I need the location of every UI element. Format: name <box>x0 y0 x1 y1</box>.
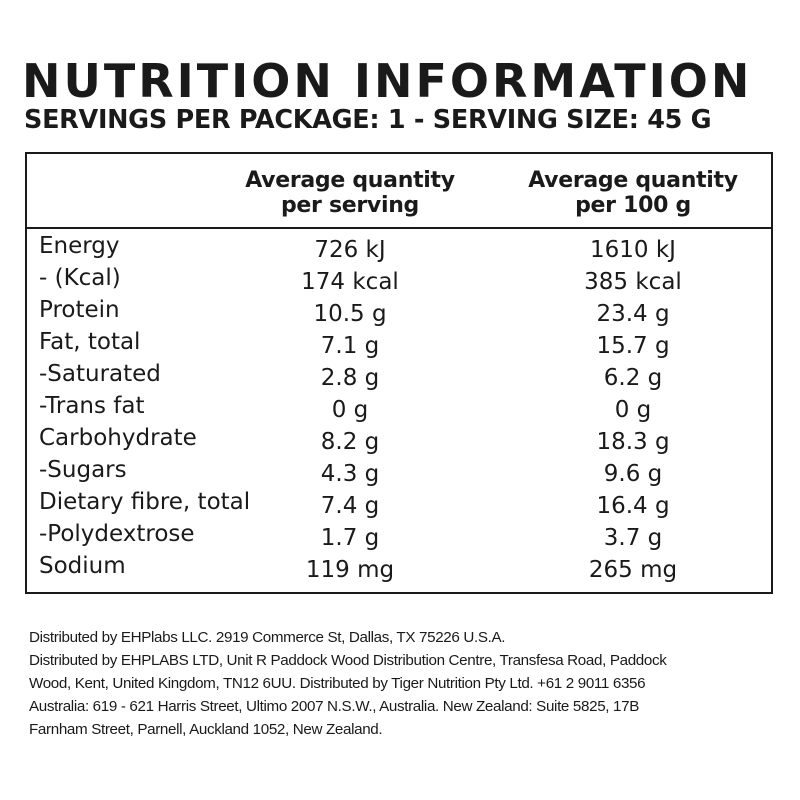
distributor-line: Distributed by EHPlabs LLC. 2919 Commerc… <box>29 629 506 646</box>
page-title: NUTRITION INFORMATION <box>22 54 753 108</box>
distributor-line: Wood, Kent, United Kingdom, TN12 6UU. Di… <box>29 675 646 692</box>
per-serving-value: 726 kJ <box>314 237 386 263</box>
table-row: Carbohydrate 8.2 g 18.3 g <box>27 425 773 458</box>
table-row: - (Kcal) 174 kcal 385 kcal <box>27 265 773 298</box>
per-100g-value: 18.3 g <box>596 429 670 455</box>
per-100g-value: 15.7 g <box>596 333 670 359</box>
nutrient-label: -Saturated <box>39 361 161 387</box>
nutrient-label: Dietary fibre, total <box>39 489 251 515</box>
table-row: Sodium 119 mg 265 mg <box>27 553 773 586</box>
table-row: Energy 726 kJ 1610 kJ <box>27 233 773 266</box>
table-row: Protein 10.5 g 23.4 g <box>27 297 773 330</box>
column-header-line: Average quantity <box>528 168 738 193</box>
column-header-per-100g: Average quantity per 100 g <box>483 168 783 218</box>
per-100g-value: 9.6 g <box>603 461 663 487</box>
nutrient-label: Fat, total <box>39 329 141 355</box>
per-100g-value: 23.4 g <box>596 301 670 327</box>
header-divider <box>27 227 773 229</box>
column-header-line: per serving <box>280 193 420 218</box>
per-serving-value: 1.7 g <box>320 525 380 551</box>
table-row: -Polydextrose 1.7 g 3.7 g <box>27 521 773 554</box>
nutrient-rows: Energy 726 kJ 1610 kJ - (Kcal) 174 kcal … <box>27 233 773 586</box>
per-serving-value: 8.2 g <box>320 429 380 455</box>
distributor-line: Farnham Street, Parnell, Auckland 1052, … <box>29 721 383 738</box>
per-serving-value: 7.1 g <box>320 333 380 359</box>
per-serving-value: 2.8 g <box>320 365 380 391</box>
nutrient-label: Sodium <box>39 553 126 579</box>
per-100g-value: 0 g <box>614 397 652 423</box>
table-row: Dietary fibre, total 7.4 g 16.4 g <box>27 489 773 522</box>
nutrient-label: Energy <box>39 233 120 259</box>
per-100g-value: 16.4 g <box>596 493 670 519</box>
distributor-line: Distributed by EHPLABS LTD, Unit R Paddo… <box>29 652 667 669</box>
per-100g-value: 1610 kJ <box>590 237 676 263</box>
table-row: -Sugars 4.3 g 9.6 g <box>27 457 773 490</box>
column-header-line: per 100 g <box>575 193 691 218</box>
column-header-line: Average quantity <box>245 168 455 193</box>
per-serving-value: 10.5 g <box>313 301 387 327</box>
nutrient-label: Protein <box>39 297 120 323</box>
nutrient-label: -Trans fat <box>39 393 145 419</box>
per-serving-value: 0 g <box>331 397 369 423</box>
per-100g-value: 6.2 g <box>603 365 663 391</box>
per-100g-value: 385 kcal <box>584 269 682 295</box>
table-row: -Saturated 2.8 g 6.2 g <box>27 361 773 394</box>
per-100g-value: 3.7 g <box>603 525 663 551</box>
nutrient-label: -Polydextrose <box>39 521 195 547</box>
per-serving-value: 7.4 g <box>320 493 380 519</box>
per-serving-value: 119 mg <box>305 557 395 583</box>
table-row: -Trans fat 0 g 0 g <box>27 393 773 426</box>
distributor-info: Distributed by EHPlabs LLC. 2919 Commerc… <box>29 626 774 741</box>
nutrient-label: -Sugars <box>39 457 127 483</box>
distributor-line: Australia: 619 - 621 Harris Street, Ulti… <box>29 698 640 715</box>
per-serving-value: 174 kcal <box>301 269 399 295</box>
nutrient-label: Carbohydrate <box>39 425 197 451</box>
nutrition-table: Average quantity per serving Average qua… <box>25 152 773 594</box>
column-header-per-serving: Average quantity per serving <box>200 168 500 218</box>
table-row: Fat, total 7.1 g 15.7 g <box>27 329 773 362</box>
nutrient-label: - (Kcal) <box>39 265 121 291</box>
serving-info: SERVINGS PER PACKAGE: 1 - SERVING SIZE: … <box>24 105 712 135</box>
per-100g-value: 265 mg <box>588 557 678 583</box>
per-serving-value: 4.3 g <box>320 461 380 487</box>
